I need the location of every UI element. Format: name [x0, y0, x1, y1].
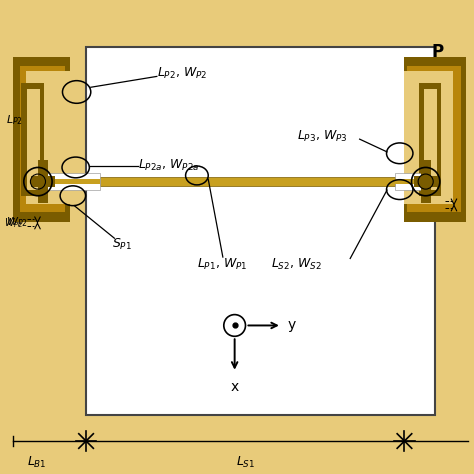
Bar: [27, 89, 40, 190]
Bar: [395, 179, 426, 184]
Bar: [21, 82, 44, 196]
Circle shape: [224, 315, 246, 337]
Bar: [13, 56, 70, 222]
Text: $L_{P2}$, $W_{P2}$: $L_{P2}$, $W_{P2}$: [157, 65, 207, 81]
Bar: [86, 47, 435, 415]
Text: $S_{P1}$: $S_{P1}$: [112, 237, 132, 252]
Text: $W_{P2}$: $W_{P2}$: [3, 216, 23, 230]
Text: $L_{P2}$: $L_{P2}$: [6, 113, 23, 127]
Text: $L_{B1}$: $L_{B1}$: [27, 455, 46, 470]
Text: $L_{S2}$, $W_{S2}$: $L_{S2}$, $W_{S2}$: [271, 256, 322, 272]
Text: y: y: [287, 319, 296, 332]
Text: $L_{S1}$: $L_{S1}$: [236, 455, 255, 470]
Bar: [20, 66, 65, 212]
Bar: [424, 89, 438, 190]
Bar: [26, 71, 70, 204]
Text: $L_{P2a}$, $W_{P2a}$: $L_{P2a}$, $W_{P2a}$: [138, 157, 200, 173]
Bar: [404, 71, 453, 204]
Bar: [31, 176, 55, 187]
Text: x: x: [230, 380, 239, 394]
Bar: [421, 160, 431, 203]
Text: $W_{P2}$: $W_{P2}$: [6, 215, 27, 228]
Bar: [414, 176, 438, 187]
Bar: [395, 173, 426, 190]
Text: $L_{P3}$, $W_{P3}$: $L_{P3}$, $W_{P3}$: [297, 129, 348, 145]
Bar: [38, 160, 48, 203]
Bar: [100, 177, 395, 186]
Text: $L_{P1}$, $W_{P1}$: $L_{P1}$, $W_{P1}$: [197, 256, 247, 272]
Bar: [407, 66, 461, 212]
Bar: [419, 82, 441, 196]
Bar: [404, 56, 466, 222]
Text: $\mathbf{P}$: $\mathbf{P}$: [431, 43, 445, 61]
Bar: [41, 179, 100, 184]
Bar: [41, 173, 100, 190]
